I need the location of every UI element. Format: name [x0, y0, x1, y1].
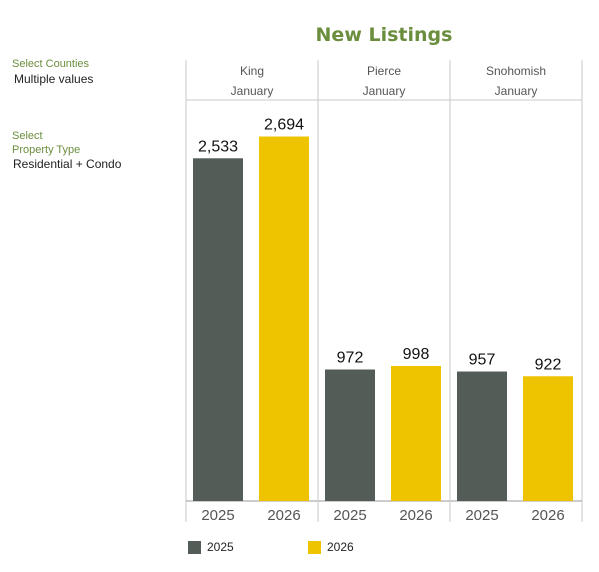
bar-king-2026	[259, 136, 309, 501]
select-counties-label: Select Counties	[12, 58, 90, 70]
legend-label-2025: 2025	[207, 540, 234, 554]
x-tick-label: 2026	[267, 507, 300, 524]
bar-snohomish-2026	[523, 376, 573, 501]
chart-title: New Listings	[315, 24, 453, 46]
x-tick-label: 2026	[399, 507, 432, 524]
data-label: 2,694	[264, 117, 304, 134]
x-tick-label: 2025	[201, 507, 234, 524]
legend-swatch-2025	[188, 540, 201, 554]
data-label: 972	[337, 349, 364, 366]
panel-month: January	[231, 84, 274, 98]
data-label: 922	[535, 356, 562, 373]
data-label: 2,533	[198, 138, 238, 155]
select-property-label-line1: Select	[12, 130, 43, 142]
data-label: 998	[403, 346, 430, 363]
panel-month: January	[363, 84, 406, 98]
select-property-label-line2: Property Type	[12, 144, 81, 156]
legend-label-2026: 2026	[327, 540, 354, 554]
panel-county-snohomish: Snohomish	[486, 64, 546, 78]
bar-pierce-2026	[391, 365, 441, 501]
bar-king-2025	[193, 158, 243, 502]
select-counties-value[interactable]: Multiple values	[14, 72, 94, 86]
panel-county-pierce: Pierce	[367, 64, 401, 78]
legend-swatch-2026	[308, 540, 321, 554]
panel-month: January	[495, 84, 538, 98]
x-tick-label: 2025	[465, 507, 498, 524]
data-label: 957	[469, 352, 496, 369]
x-tick-label: 2026	[531, 507, 564, 524]
bar-pierce-2025	[325, 369, 375, 501]
bar-snohomish-2025	[457, 371, 507, 501]
x-tick-label: 2025	[333, 507, 366, 524]
legend-item-2025[interactable]: 2025	[188, 539, 234, 555]
legend-item-2026[interactable]: 2026	[308, 539, 354, 555]
select-property-type-value[interactable]: Residential + Condo	[13, 157, 122, 171]
panel-county-king: King	[240, 64, 264, 78]
